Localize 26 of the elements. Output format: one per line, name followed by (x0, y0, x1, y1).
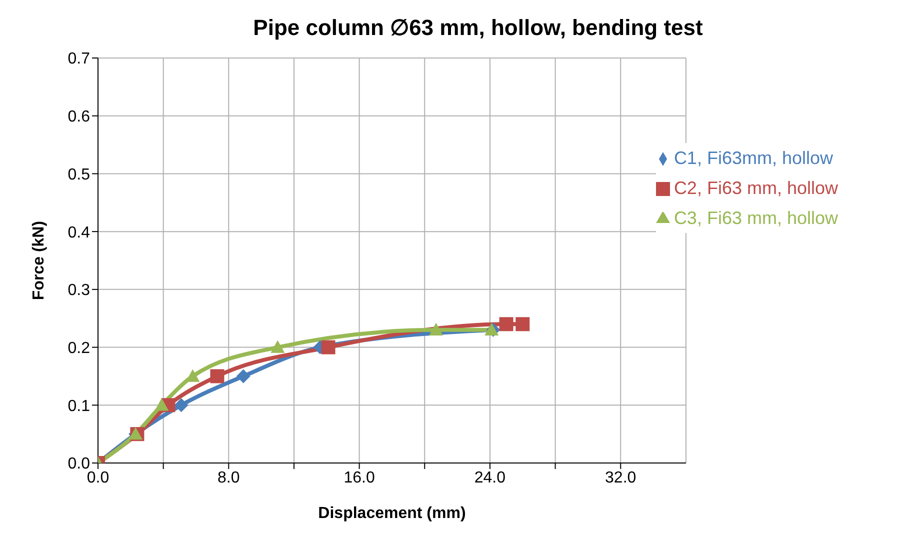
x-tick-label: 16.0 (344, 469, 375, 486)
legend-label: C2, Fi63 mm, hollow (674, 178, 838, 198)
x-tick-label: 24.0 (474, 469, 506, 486)
x-tick-label: 32.0 (605, 469, 636, 486)
y-tick-label: 0.3 (68, 282, 90, 300)
y-tick-label: 0.2 (68, 340, 90, 357)
point (499, 317, 514, 332)
y-tick-label: 0.7 (68, 50, 90, 68)
y-tick-label: 0.5 (68, 166, 90, 184)
y-tick-label: 0.1 (68, 398, 90, 415)
point (154, 398, 169, 411)
chart-title: Pipe column ∅63 mm, hollow, bending test (252, 14, 704, 42)
point (516, 317, 530, 332)
point (321, 340, 336, 354)
point (174, 398, 188, 412)
x-axis-title: Displacement (mm) (318, 505, 466, 522)
point (270, 340, 285, 353)
y-tick-label: 0.4 (68, 224, 90, 242)
y-tick-label: 0.6 (68, 108, 90, 126)
legend-label: C3, Fi63 mm, hollow (674, 208, 838, 228)
y-axis-title: Force (kN) (30, 220, 48, 300)
point (236, 369, 250, 384)
point (210, 369, 224, 384)
x-tick-label: 8.0 (218, 469, 240, 486)
legend-label: C1, Fi63mm, hollow (674, 148, 833, 168)
point (429, 322, 444, 336)
